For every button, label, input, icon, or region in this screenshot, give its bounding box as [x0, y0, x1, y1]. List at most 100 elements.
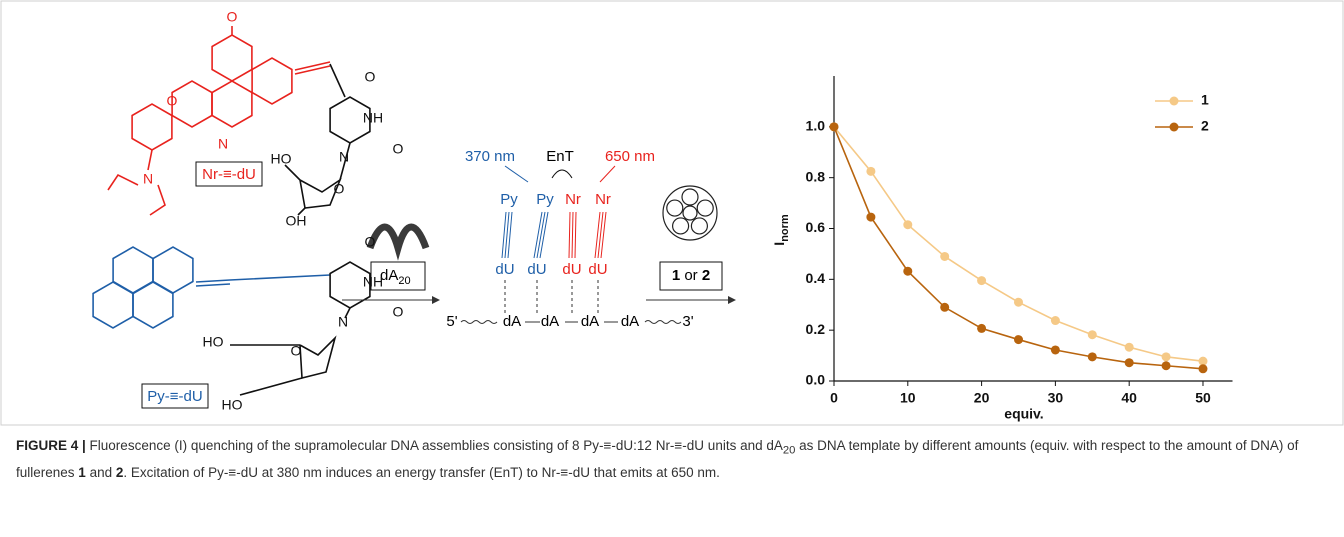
- template-label: dA20: [380, 267, 411, 287]
- bond: [107, 173, 139, 191]
- triple-bond: [501, 211, 507, 259]
- quencher-label: 1 or 2: [672, 267, 710, 284]
- x-tick-label: 50: [1195, 390, 1211, 406]
- caption-text: as DNA template by different amounts (eq…: [16, 438, 1299, 480]
- data-point: [1050, 345, 1060, 355]
- data-point: [1087, 330, 1097, 340]
- triple-bond: [533, 211, 543, 259]
- triple-bond: [536, 211, 546, 259]
- fullerene-shell: [662, 185, 718, 241]
- x-axis-label: equiv.: [1004, 406, 1043, 422]
- data-point: [903, 266, 913, 276]
- triple-bond: [507, 211, 513, 259]
- nr-label: Nr-≡-dU: [202, 166, 256, 183]
- atom-label: N: [338, 314, 348, 330]
- caption: FIGURE 4 | Fluorescence (I) quenching of…: [16, 435, 1326, 483]
- y-tick-label: 0.2: [806, 321, 826, 337]
- data-point: [903, 220, 913, 230]
- figure: Nr-≡-dU Py-≡-dU dA20 370 nm EnT 650 nmPydU…: [0, 0, 1344, 426]
- caption-text: and: [85, 464, 116, 480]
- fullerene-face: [696, 199, 714, 217]
- py-label-box: [141, 383, 209, 409]
- data-point: [977, 323, 987, 333]
- bond: [149, 184, 166, 216]
- ring: [131, 103, 173, 151]
- triple-bond: [597, 211, 604, 259]
- bond: [147, 149, 153, 171]
- quencher-box: [659, 261, 723, 291]
- ring: [211, 34, 253, 82]
- data-point: [1050, 316, 1060, 326]
- bond: [344, 307, 351, 319]
- bond: [195, 274, 331, 283]
- data-point: [866, 212, 876, 222]
- data-point: [866, 166, 876, 176]
- ring: [171, 80, 213, 128]
- emission-label: 650 nm: [605, 148, 655, 165]
- data-point: [1013, 297, 1023, 307]
- dye-label: Py: [500, 191, 518, 208]
- dye-label: Nr: [565, 191, 581, 208]
- fullerene-face: [666, 199, 684, 217]
- nucleoside-label: dU: [527, 261, 546, 278]
- fullerene-face: [682, 205, 698, 221]
- bond: [299, 177, 342, 209]
- fullerene-face: [671, 217, 690, 235]
- transfer-label: EnT: [546, 148, 574, 165]
- fullerene-face: [681, 188, 699, 206]
- data-point: [940, 302, 950, 312]
- strand-label: dA: [541, 313, 559, 330]
- strand-label: dA: [503, 313, 521, 330]
- triple-bond: [504, 211, 510, 259]
- bond: [239, 377, 303, 396]
- legend-marker: [1169, 96, 1179, 106]
- nr-label-box: [195, 161, 263, 187]
- triple-bond: [574, 211, 577, 259]
- atom-label: O: [393, 304, 404, 320]
- atom-label: O: [365, 69, 376, 85]
- strand-label: 3': [682, 313, 693, 330]
- y-axis-label: Inorm: [771, 214, 791, 246]
- ring: [251, 57, 293, 105]
- caption-label: FIGURE 4 |: [16, 438, 86, 453]
- triple-bond: [600, 211, 607, 259]
- dye-label: Nr: [595, 191, 611, 208]
- atom-label: HO: [203, 334, 224, 350]
- arrow: [551, 169, 573, 179]
- strand-wave: [644, 320, 682, 324]
- bond: [329, 63, 346, 98]
- template-box: [370, 261, 426, 291]
- ring: [92, 281, 134, 329]
- arrow: [504, 165, 529, 183]
- data-point: [1124, 358, 1134, 368]
- x-tick-label: 40: [1121, 390, 1137, 406]
- atom-label: N: [218, 136, 228, 152]
- data-point: [1198, 364, 1208, 374]
- data-point: [1161, 361, 1171, 371]
- triple-bond: [539, 211, 549, 259]
- data-point: [977, 276, 987, 286]
- caption-text: . Excitation of Py-≡-dU at 380 nm induce…: [123, 464, 720, 480]
- strand-label: dA: [581, 313, 599, 330]
- atom-label: O: [167, 93, 178, 109]
- fullerene-face: [690, 217, 709, 235]
- caption-bold: 2: [115, 464, 124, 480]
- bond: [294, 61, 331, 71]
- strand-label: dA: [621, 313, 639, 330]
- bond: [195, 283, 231, 287]
- data-point: [829, 122, 839, 132]
- ring: [211, 80, 253, 128]
- bond: [294, 65, 331, 75]
- triple-bond: [594, 211, 601, 259]
- data-point: [1124, 342, 1134, 352]
- data-point: [1013, 335, 1023, 345]
- bond: [299, 335, 337, 380]
- caption-text: Fluorescence (I) quenching of the supram…: [85, 438, 783, 453]
- arrow-head: [728, 296, 736, 304]
- strand-label: 5': [446, 313, 457, 330]
- nucleoside-label: dU: [495, 261, 514, 278]
- y-tick-label: 0.0: [806, 372, 826, 388]
- triple-bond: [568, 211, 571, 259]
- arrow-head: [432, 296, 440, 304]
